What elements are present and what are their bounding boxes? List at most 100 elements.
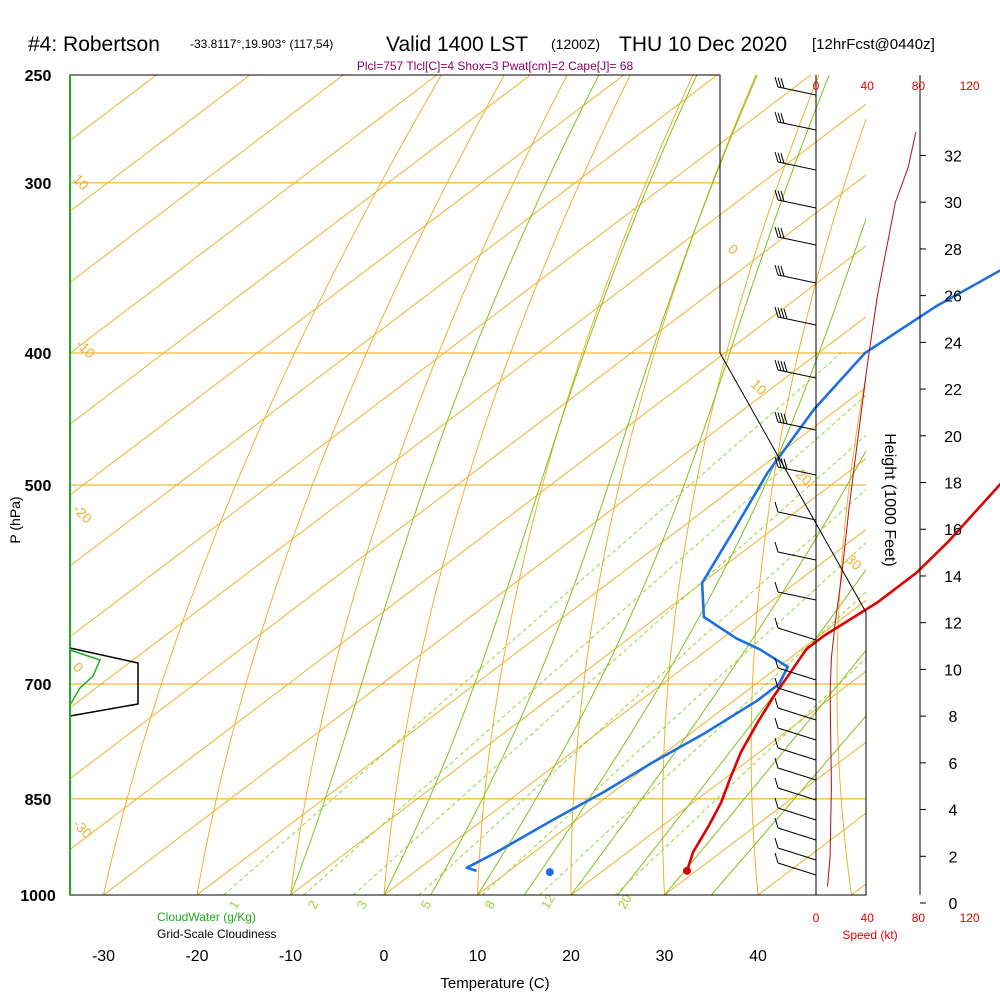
wind-barb-flag	[781, 113, 784, 123]
stability-indices: Plcl=757 Tlcl[C]=4 Shox=3 Pwat[cm]=2 Cap…	[357, 59, 634, 73]
height-tick-label: 0	[949, 896, 958, 913]
wind-barb-flag	[775, 718, 778, 728]
mixing-ratio-label: 3	[354, 898, 371, 912]
height-tick-label: 14	[944, 569, 962, 586]
wind-barb-flag	[775, 542, 778, 552]
wind-barb-flag	[781, 266, 784, 276]
height-tick-label: 22	[944, 382, 962, 399]
x-tick-label: 30	[656, 948, 674, 965]
wind-barb-flag	[775, 77, 778, 87]
cloudwater-label: CloudWater (g/Kg)	[157, 910, 256, 924]
speed-tick-top: 120	[960, 79, 980, 93]
wind-barb-flag	[775, 152, 778, 162]
wind-barb	[778, 748, 816, 760]
station-title: #4: Robertson	[28, 33, 160, 56]
speed-tick-top: 80	[912, 79, 926, 93]
wind-barb	[778, 628, 816, 640]
pressure-tick-label: 850	[25, 792, 52, 809]
wind-barb-flag	[784, 309, 787, 319]
wind-barb-flag	[775, 227, 778, 237]
wind-speed-profile	[828, 132, 916, 887]
surface-point-1	[546, 868, 554, 876]
height-tick-label: 12	[944, 616, 962, 633]
wind-barb	[778, 788, 816, 800]
station-coords: -33.8117°,19.903° (117,54)	[190, 37, 333, 51]
mixing-ratio-line	[540, 353, 1000, 895]
wind-barb-flag	[781, 413, 784, 423]
pressure-tick-label: 300	[25, 176, 52, 193]
mixing-ratio-line	[353, 353, 958, 895]
x-tick-label: -30	[92, 948, 115, 965]
mixing-ratio-line	[419, 353, 1000, 895]
height-tick-label: 26	[944, 289, 962, 306]
wind-barb-flag	[775, 360, 778, 370]
x-tick-label: 40	[749, 948, 767, 965]
isotherm-label: 0	[70, 659, 87, 676]
y-axis-title: P (hPa)	[7, 496, 23, 543]
height-tick-label: 2	[949, 849, 958, 866]
isotherm-label: 0	[725, 241, 742, 258]
wind-barb-flag	[775, 190, 778, 200]
wind-barb-flag	[775, 412, 778, 422]
mixing-ratio-line	[615, 353, 1000, 895]
wind-barb-flag	[784, 362, 787, 372]
wind-barb-flag	[775, 838, 778, 848]
wind-barb-flag	[775, 853, 778, 863]
x-tick-label: 0	[380, 948, 389, 965]
mixing-ratio-line	[224, 353, 841, 895]
wind-barb-flag	[775, 778, 778, 788]
speed-axis-title: Speed (kt)	[842, 928, 897, 942]
pressure-tick-label: 250	[25, 68, 52, 85]
isotherm-label: -30	[70, 816, 96, 842]
speed-tick-bottom: 80	[912, 911, 926, 925]
wind-barb	[778, 808, 816, 820]
x-axis-title: Temperature (C)	[440, 975, 549, 992]
wind-barb-flag	[775, 112, 778, 122]
height-tick-label: 20	[944, 429, 962, 446]
wind-barb-flag	[781, 78, 784, 88]
isotherm-label: 10	[70, 171, 92, 193]
wind-barb	[778, 768, 816, 780]
forecast-run: [12hrFcst@0440z]	[812, 36, 935, 53]
wind-barb-flag	[778, 228, 781, 238]
wind-barb-flag	[778, 266, 781, 276]
wind-barb-flag	[781, 361, 784, 371]
speed-tick-top: 0	[813, 79, 820, 93]
wind-barb	[778, 688, 816, 700]
x-tick-label: -20	[185, 948, 208, 965]
wind-barb	[778, 848, 816, 860]
speed-tick-bottom: 0	[813, 911, 820, 925]
pressure-tick-label: 700	[25, 677, 52, 694]
height-tick-label: 10	[944, 662, 962, 679]
pressure-tick-label: 500	[25, 478, 52, 495]
surface-point-0	[683, 867, 691, 875]
wind-barb	[778, 828, 816, 840]
pressure-tick-label: 1000	[20, 888, 56, 905]
thermo-grid	[0, 75, 1000, 895]
wind-barb-flag	[781, 153, 784, 163]
height-axis-title: Height (1000 Feet)	[881, 433, 898, 566]
mixing-ratio-label: 2	[305, 898, 322, 912]
wind-barb-flag	[778, 191, 781, 201]
height-tick-label: 24	[944, 335, 962, 352]
wind-barb-flag	[778, 153, 781, 163]
speed-tick-bottom: 120	[960, 911, 980, 925]
height-tick-label: 8	[949, 709, 958, 726]
mixing-ratio-label: 5	[418, 898, 435, 912]
height-tick-label: 32	[944, 148, 962, 165]
wind-barb-flag	[775, 698, 778, 708]
isotherm-label: -10	[73, 336, 99, 362]
utc-time: (1200Z)	[551, 36, 600, 52]
wind-barb	[778, 592, 816, 600]
valid-time: Valid 1400 LST	[386, 33, 528, 56]
wind-barb-flag	[778, 78, 781, 88]
wind-barb-flag	[775, 502, 778, 512]
mixing-ratio-label: 8	[482, 898, 499, 912]
wind-barb	[778, 552, 816, 560]
x-tick-label: 10	[469, 948, 487, 965]
mixing-ratio-line	[304, 353, 914, 895]
wind-barb-flag	[778, 113, 781, 123]
wind-barb-flag	[775, 582, 778, 592]
